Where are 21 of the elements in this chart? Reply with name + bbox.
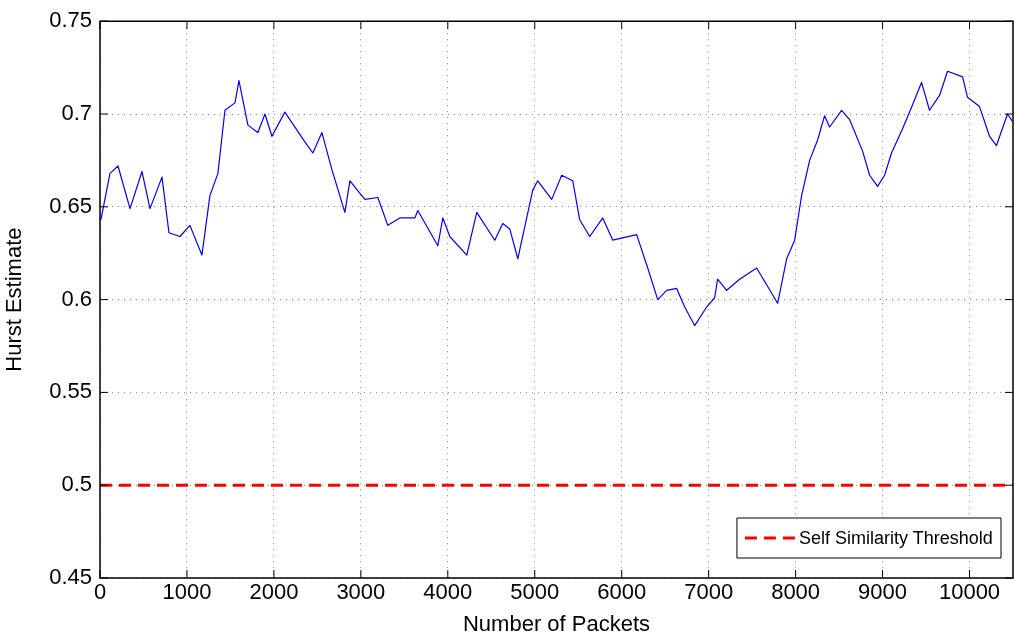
y-axis-title: Hurst Estimate xyxy=(1,227,27,372)
x-tick-label: 2000 xyxy=(249,579,299,605)
x-tick-label: 10000 xyxy=(938,579,1001,605)
x-tick-label: 8000 xyxy=(771,579,821,605)
x-tick-label: 9000 xyxy=(858,579,908,605)
x-tick-label: 7000 xyxy=(684,579,734,605)
y-tick-label: 0.45 xyxy=(49,564,92,590)
y-tick-label: 0.5 xyxy=(61,471,92,497)
legend-label: Self Similarity Threshold xyxy=(798,527,993,548)
x-tick-label: 6000 xyxy=(597,579,647,605)
y-tick-label: 0.75 xyxy=(49,7,92,33)
x-tick-label: 4000 xyxy=(423,579,473,605)
y-tick-label: 0.65 xyxy=(49,192,92,218)
x-tick-label: 5000 xyxy=(510,579,560,605)
x-tick-label: 1000 xyxy=(162,579,212,605)
y-tick-label: 0.7 xyxy=(61,100,92,126)
y-tick-label: 0.6 xyxy=(61,285,92,311)
x-axis-title: Number of Packets xyxy=(462,610,651,636)
y-tick-label: 0.55 xyxy=(49,378,92,404)
x-tick-label: 3000 xyxy=(336,579,386,605)
x-tick-label: 0 xyxy=(93,579,107,605)
